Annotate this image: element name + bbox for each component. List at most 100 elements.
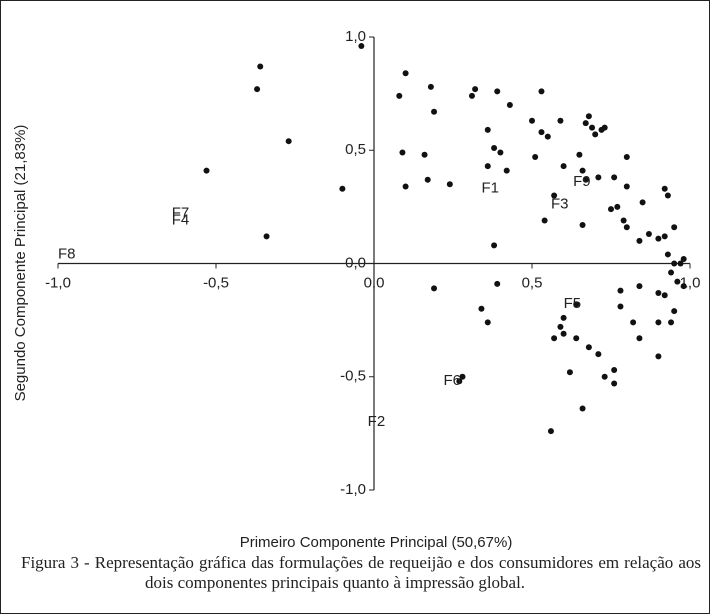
point — [560, 163, 567, 170]
point — [636, 335, 643, 342]
point — [661, 292, 668, 299]
point — [506, 101, 513, 108]
point — [579, 221, 586, 228]
point — [601, 124, 608, 131]
point — [636, 237, 643, 244]
point — [456, 378, 463, 385]
point — [671, 308, 678, 315]
point-label: F5 — [564, 295, 582, 312]
y-tick-label: 0,5 — [345, 141, 366, 158]
point — [671, 260, 678, 267]
point — [680, 255, 687, 262]
point — [257, 63, 264, 70]
point — [399, 149, 406, 156]
point — [617, 287, 624, 294]
point — [541, 217, 548, 224]
point — [595, 174, 602, 181]
point — [203, 167, 210, 174]
point — [484, 163, 491, 170]
point — [585, 113, 592, 120]
point — [472, 86, 479, 93]
point — [582, 176, 589, 183]
point — [468, 92, 475, 99]
caption: Figura 3 - Representação gráfica das for… — [21, 553, 701, 592]
x-axis-label: Primeiro Componente Principal (50,67%) — [240, 534, 513, 551]
point — [645, 231, 652, 238]
point — [339, 185, 346, 192]
point — [478, 305, 485, 312]
x-tick-label: -1,0 — [45, 274, 71, 291]
point — [263, 233, 270, 240]
point — [538, 129, 545, 136]
point — [421, 151, 428, 158]
point — [560, 314, 567, 321]
point — [668, 269, 675, 276]
x-tick-label: 0,0 — [364, 274, 385, 291]
point — [671, 224, 678, 231]
point — [557, 117, 564, 124]
point — [532, 154, 539, 161]
point — [431, 108, 438, 115]
point — [668, 319, 675, 326]
point — [529, 117, 535, 124]
x-tick-label: -0,5 — [203, 274, 229, 291]
point — [576, 151, 583, 158]
point — [579, 167, 586, 174]
point — [560, 330, 567, 337]
point — [459, 373, 466, 380]
point — [491, 242, 498, 249]
point — [677, 260, 684, 267]
point — [446, 181, 453, 188]
point — [614, 203, 621, 210]
point — [579, 405, 586, 412]
point — [254, 86, 261, 93]
point — [623, 154, 630, 161]
point — [620, 217, 627, 224]
point — [497, 149, 504, 156]
y-axis-label: Segundo Componente Principal (21,83%) — [12, 125, 29, 402]
point — [661, 185, 668, 192]
point-label: F1 — [481, 180, 499, 197]
point — [655, 289, 662, 296]
point — [431, 285, 438, 292]
y-tick-label: -1,0 — [340, 481, 366, 498]
point — [491, 144, 498, 151]
point-label: F7 — [172, 205, 190, 222]
point-label: F3 — [551, 196, 569, 213]
point — [484, 126, 491, 133]
point — [617, 303, 624, 310]
point — [573, 301, 580, 308]
point — [494, 280, 501, 287]
point — [402, 183, 409, 190]
x-tick-label: 0,5 — [522, 274, 543, 291]
point-label: F2 — [368, 413, 386, 430]
y-tick-label: -0,5 — [340, 368, 366, 385]
point — [589, 124, 596, 131]
point-label: F8 — [58, 245, 76, 262]
point — [655, 235, 662, 242]
point — [639, 199, 646, 206]
point — [611, 366, 618, 373]
point — [402, 70, 409, 77]
point — [674, 278, 681, 285]
point — [503, 167, 510, 174]
point — [544, 133, 551, 140]
point — [538, 88, 545, 95]
point — [551, 335, 558, 342]
point — [582, 120, 589, 127]
point — [396, 92, 403, 99]
point — [611, 380, 618, 387]
point-label: F6 — [444, 372, 462, 389]
point — [592, 131, 599, 138]
point — [551, 192, 558, 199]
point — [358, 43, 365, 50]
point — [611, 174, 618, 181]
point — [585, 344, 592, 351]
point — [636, 283, 643, 290]
y-tick-label: 1,0 — [345, 28, 366, 45]
point — [661, 233, 668, 240]
point — [664, 251, 671, 258]
point — [566, 369, 573, 376]
y-tick-label: 0,0 — [345, 254, 366, 271]
